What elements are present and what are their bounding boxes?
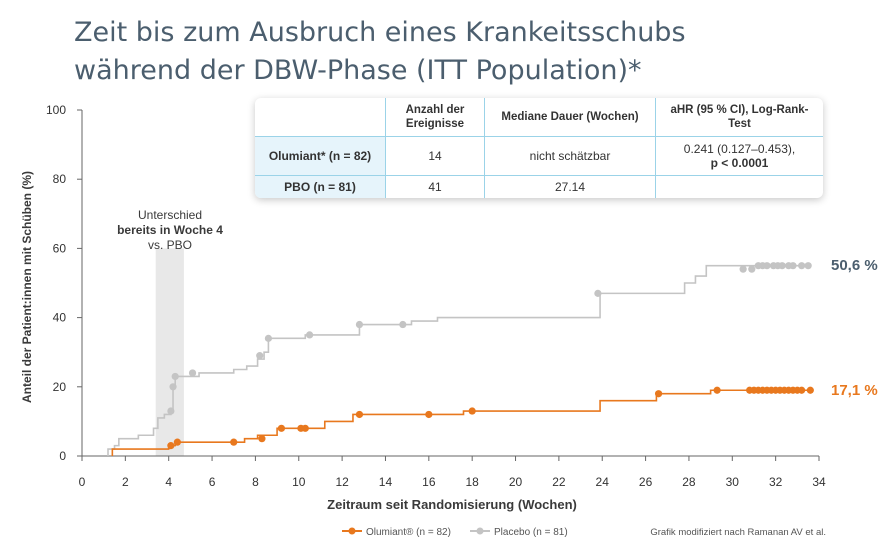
table-cell-ahr — [655, 175, 823, 198]
ahr-value: 0.241 (0.127–0.453), — [683, 142, 796, 157]
placebo-censor-point — [167, 407, 175, 415]
legend-placebo-label: Placebo (n = 81) — [494, 527, 568, 538]
legend-olumiant-marker — [348, 527, 356, 535]
placebo-censor-point — [763, 262, 771, 270]
placebo-censor-point — [306, 331, 314, 339]
olumiant-censor-point — [425, 410, 433, 419]
y-tick-label: 0 — [59, 449, 66, 463]
olumiant-censor-point — [654, 390, 663, 398]
y-tick-label: 20 — [53, 380, 67, 394]
p-value: p < 0.0001 — [710, 156, 769, 171]
chart-title-line2: während der DBW-Phase (ITT Population)* — [74, 55, 642, 86]
olumiant-step-line — [111, 389, 811, 456]
x-tick-label: 16 — [422, 475, 436, 489]
x-axis-label: Zeitraum seit Randomisierung (Wochen) — [327, 497, 577, 512]
chart-title-line1: Zeit bis zum Ausbruch eines Krankeitssch… — [74, 17, 686, 48]
x-tick-label: 8 — [252, 475, 259, 489]
table-row-label: PBO (n = 81) — [255, 175, 386, 198]
olumiant-censor-point — [798, 386, 806, 394]
table-cell-events: 14 — [385, 136, 485, 176]
y-axis-label: Anteil der Patient:innen mit Schüben (%) — [20, 171, 34, 403]
placebo-censor-point — [399, 320, 407, 329]
placebo-censor-point — [789, 262, 797, 270]
y-tick-label: 100 — [46, 103, 66, 117]
table-header-row: Anzahl der Ereignisse Mediane Dauer (Woc… — [255, 98, 823, 138]
y-tick-label: 40 — [53, 311, 67, 325]
x-tick-label: 0 — [79, 475, 86, 489]
annotation-line2: bereits in Woche 4 — [117, 223, 223, 237]
table-cell-median: nicht schätzbar — [484, 136, 656, 176]
x-tick-label: 4 — [165, 475, 172, 489]
placebo-censor-point — [264, 334, 273, 342]
x-tick-label: 34 — [812, 475, 826, 489]
table-cell-median: 27.14 — [484, 175, 656, 198]
table-row-label: Olumiant* (n = 82) — [255, 136, 386, 176]
x-tick-label: 14 — [379, 475, 393, 489]
statistics-table: Anzahl der Ereignisse Mediane Dauer (Woc… — [255, 98, 823, 198]
olumiant-censor-point — [301, 424, 309, 432]
placebo-censor-point — [256, 352, 264, 360]
highlight-band — [155, 248, 184, 456]
olumiant-censor-point — [355, 410, 364, 419]
source-credit: Grafik modifiziert nach Ramanan AV et al… — [650, 527, 826, 538]
legend: Olumiant® (n = 82) Placebo (n = 81) — [342, 527, 568, 538]
x-tick-label: 22 — [552, 475, 566, 489]
y-tick-label: 60 — [53, 241, 67, 255]
y-tick-label: 80 — [53, 172, 67, 186]
olumiant-censor-point — [277, 424, 286, 432]
x-tick-label: 6 — [209, 475, 216, 489]
x-tick-label: 10 — [292, 475, 306, 489]
legend-olumiant-label: Olumiant® (n = 82) — [366, 527, 451, 538]
table-header-ahr: aHR (95 % CI), Log-Rank-Test — [655, 98, 823, 138]
placebo-censor-point — [798, 262, 806, 270]
x-tick-label: 26 — [639, 475, 653, 489]
olumiant-censor-point — [468, 407, 476, 415]
annotation-line1: Unterschied — [138, 208, 202, 222]
olumiant-censor-point — [806, 386, 814, 394]
placebo-censor-point — [739, 265, 747, 273]
placebo-censor-point — [748, 265, 756, 273]
x-tick-label: 20 — [509, 475, 523, 489]
olumiant-censor-point — [173, 438, 181, 446]
x-tick-label: 2 — [122, 475, 129, 489]
placebo-censor-point — [804, 262, 812, 270]
olumiant-censor-point — [230, 438, 238, 446]
placebo-censor-point — [169, 383, 177, 391]
olumiant-censor-point — [713, 386, 721, 394]
table-cell-events: 41 — [385, 175, 485, 198]
plot-area: 0 2 4 6 8 10 12 14 16 18 20 22 24 26 28 30 32 34020406080… — [46, 103, 826, 489]
table-header-empty — [255, 98, 386, 138]
x-tick-label: 18 — [465, 475, 479, 489]
x-tick-label: 28 — [682, 475, 696, 489]
placebo-censor-point — [594, 289, 602, 297]
table-row: PBO (n = 81) 41 27.14 — [255, 175, 823, 198]
placebo-censor-point — [171, 372, 179, 381]
olumiant-end-label: 17,1 % — [831, 382, 878, 399]
table-header-events: Anzahl der Ereignisse — [385, 98, 485, 138]
table-header-median: Mediane Dauer (Wochen) — [484, 98, 656, 138]
table-row: Olumiant* (n = 82) 14 nicht schätzbar 0.… — [255, 136, 823, 176]
placebo-censor-point — [355, 320, 364, 329]
annotation-line3: vs. PBO — [148, 238, 192, 252]
olumiant-censor-point — [167, 442, 175, 450]
placebo-censor-point — [778, 262, 786, 270]
placebo-end-label: 50,6 % — [831, 257, 878, 274]
table-cell-ahr: 0.241 (0.127–0.453), p < 0.0001 — [655, 136, 823, 176]
placebo-step-line — [107, 264, 811, 456]
x-tick-label: 30 — [726, 475, 740, 489]
olumiant-censor-point — [258, 435, 266, 443]
placebo-censor-point — [188, 369, 197, 377]
x-tick-label: 24 — [596, 475, 610, 489]
x-tick-label: 32 — [769, 475, 783, 489]
x-tick-label: 12 — [335, 475, 349, 489]
legend-placebo-marker — [476, 527, 484, 535]
